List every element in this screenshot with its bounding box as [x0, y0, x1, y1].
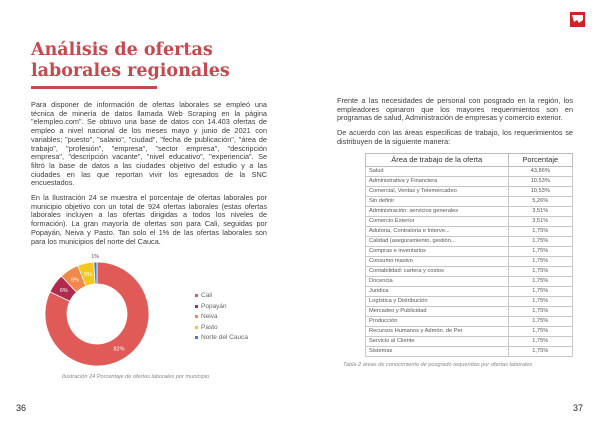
table-row: Adutoria, Contraloria e Interve... 1,75% [365, 225, 574, 237]
work-area-cell: Administración: servicios generales [365, 205, 509, 217]
percentage-cell: 43,86% [507, 165, 574, 177]
table-row: Servicio al Cliente 1,75% [365, 335, 574, 347]
legend-item: Neiva [195, 311, 248, 322]
percentage-cell: 1,75% [507, 245, 574, 257]
figure-caption: Ilustración 24 Porcentaje de ofertas lab… [62, 374, 210, 381]
data-label: 6% [71, 278, 79, 284]
table-row: Sistemas 1,75% [365, 345, 574, 357]
legend-swatch [195, 325, 198, 329]
distribution-paragraph: De acuerdo con las áreas especificas de … [337, 128, 573, 146]
table-row: Contabilidad: cartera y costos 1,75% [365, 265, 574, 277]
work-area-cell: Servicio al Cliente [365, 335, 509, 347]
legend-label: Neiva [201, 313, 218, 320]
table-row: Calidad (aseguramiento, gestión... 1,75% [365, 235, 574, 247]
legend-item: Popayán [195, 301, 248, 312]
percentage-cell: 10,53% [507, 185, 574, 197]
legend-label: Cali [201, 292, 213, 299]
legend-swatch [195, 294, 198, 297]
percentage-cell: 3,51% [507, 215, 574, 227]
percentage-cell: 1,75% [507, 325, 574, 337]
percentage-cell: 1,75% [507, 225, 574, 237]
percentage-cell: 1,75% [507, 295, 574, 307]
work-area-cell: Compras e inventarios [365, 245, 509, 257]
chart-area: 82% 6% 6% 5% 1% Cali Popayán Neiva Pasto Norte d… [31, 252, 267, 372]
legend-label: Norte del Cauca [201, 334, 248, 341]
table-row: Administrativa y Financiera 10,53% [365, 175, 574, 187]
work-area-cell: Administrativa y Financiera [365, 175, 509, 187]
legend-swatch [195, 315, 198, 318]
work-area-cell: Adutoria, Contraloria e Interve... [365, 225, 509, 237]
institution-logo [570, 12, 585, 27]
legend-item: Norte del Cauca [195, 332, 248, 343]
data-label: 82% [113, 347, 124, 353]
work-area-cell: Sin definir [365, 195, 509, 207]
legend-item: Pasto [195, 322, 248, 333]
table-row: Compras e inventarios 1,75% [365, 245, 574, 257]
left-page-column: Análisis de ofertas laborales regionales… [31, 40, 267, 380]
legend-item: Cali [195, 290, 248, 301]
header-work-area: Área de trabajo de la oferta [365, 152, 509, 167]
table-row: Juridica 1,75% [365, 285, 574, 297]
percentage-cell: 1,75% [507, 275, 574, 287]
percentage-cell: 1,75% [507, 265, 574, 277]
work-area-cell: Producción [365, 315, 509, 327]
percentage-cell: 1,75% [507, 285, 574, 297]
chart-description-paragraph: En la Ilustración 24 se muestra el porce… [31, 193, 267, 246]
work-area-cell: Logística y Distribución [365, 295, 509, 307]
work-area-cell: Comercio Exterior [365, 215, 509, 227]
header-percentage: Porcentaje [507, 152, 574, 167]
chart-legend: Cali Popayán Neiva Pasto Norte del Cauca [195, 290, 248, 343]
work-area-table: Área de trabajo de la oferta Porcentaje … [365, 152, 574, 357]
table-row: Sin definir 5,26% [365, 195, 574, 207]
page-number-right: 37 [573, 403, 584, 413]
page-title: Análisis de ofertas laborales regionales [31, 40, 230, 81]
percentage-cell: 10,53% [507, 175, 574, 187]
work-area-cell: Recursos Humanos y Admón. de Per [365, 325, 509, 337]
percentage-cell: 1,75% [507, 315, 574, 327]
table-row: Recursos Humanos y Admón. de Per 1,75% [365, 325, 574, 337]
work-area-cell: Contabilidad: cartera y costos [365, 265, 509, 277]
work-area-cell: Juridica [365, 285, 509, 297]
right-page-column: Frente a las necesidades de personal con… [337, 96, 574, 368]
legend-swatch [195, 304, 198, 308]
work-area-cell: Comercial, Ventas y Telemercadeo [365, 185, 509, 197]
table-row: Comercio Exterior 3,51% [365, 215, 574, 227]
intro-paragraph: Para disponer de información de ofertas … [31, 100, 267, 188]
page-number-left: 36 [16, 403, 27, 413]
legend-swatch [195, 336, 198, 339]
percentage-cell: 1,75% [507, 255, 574, 267]
work-area-cell: Calidad (aseguramiento, gestión... [365, 235, 509, 247]
requirements-paragraph: Frente a las necesidades de personal con… [337, 96, 573, 123]
percentage-cell: 1,75% [507, 335, 574, 347]
percentage-cell: 3,51% [507, 205, 574, 217]
percentage-cell: 1,75% [507, 305, 574, 317]
legend-label: Pasto [201, 323, 218, 331]
donut-slice-cali [44, 261, 150, 367]
work-area-cell: Salud [365, 165, 509, 177]
table-row: Consumo masivo 1,75% [365, 255, 574, 267]
data-label: 5% [84, 272, 92, 278]
percentage-cell: 1,75% [507, 235, 574, 247]
work-area-cell: Docencia [365, 275, 509, 287]
percentage-cell: 1,75% [507, 345, 574, 357]
table-row: Comercial, Ventas y Telemercadeo 10,53% [365, 185, 574, 197]
work-area-cell: Sistemas [365, 345, 509, 357]
table-row: Producción 1,75% [365, 315, 574, 327]
work-area-cell: Consumo masivo [365, 255, 509, 267]
percentage-cell: 5,26% [507, 195, 574, 207]
table-row: Logística y Distribución 1,75% [365, 295, 574, 307]
table-row: Salud 43,86% [365, 165, 574, 177]
table-row: Mercadeo y Publicidad 1,75% [365, 305, 574, 317]
legend-label: Popayán [201, 302, 227, 310]
table-row: Docencia 1,75% [365, 275, 574, 287]
title-underline [31, 86, 157, 89]
table-caption: Tabla 2 áreas de conocimiento de posgrad… [343, 361, 533, 368]
donut-chart: 82% 6%6% 5% 1% [44, 254, 150, 367]
table-row: Administración: servicios generales 3,51% [365, 205, 574, 217]
data-label: 6% [60, 288, 68, 294]
donut-slice-norte-del-cauca [93, 261, 98, 285]
data-label: 1% [91, 254, 99, 260]
work-area-cell: Mercadeo y Publicidad [365, 305, 509, 317]
